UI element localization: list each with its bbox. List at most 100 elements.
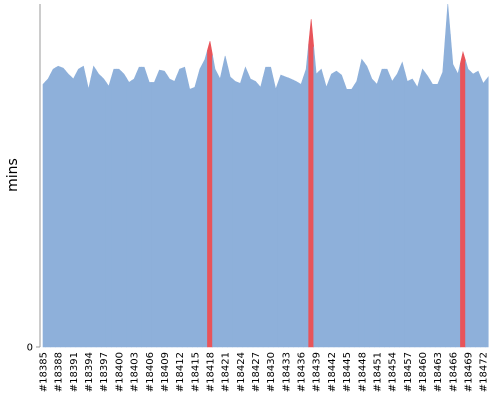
- area-segment: [460, 50, 466, 348]
- x-tick-label: #18436: [297, 352, 308, 392]
- area-segment: [207, 41, 213, 348]
- area-segment: [414, 78, 421, 348]
- area-segment: [318, 68, 325, 348]
- area-segment: [222, 55, 228, 348]
- area-segment: [348, 84, 355, 348]
- area-segment: [455, 62, 461, 348]
- x-tick-label: #18421: [221, 352, 232, 392]
- area-segment: [146, 74, 153, 348]
- x-tick-label: #18460: [418, 352, 429, 392]
- x-tick-label: #18406: [145, 352, 156, 392]
- x-tick-label: #18424: [236, 352, 247, 392]
- area-segment: [303, 44, 309, 348]
- x-tick-label: #18397: [99, 352, 110, 392]
- area-segment: [429, 79, 436, 348]
- x-tick-label: #18448: [357, 352, 368, 392]
- area-segment: [470, 70, 476, 348]
- area-segment: [379, 68, 385, 348]
- area-segment: [389, 75, 395, 348]
- area-segment: [227, 66, 234, 348]
- area-segment: [252, 79, 259, 348]
- area-segment: [364, 61, 370, 348]
- x-tick-label: #18427: [251, 352, 262, 392]
- x-tick-label: #18469: [464, 352, 475, 392]
- area-segment: [202, 50, 208, 348]
- x-tick-label: #18400: [114, 352, 125, 392]
- area-segment: [353, 70, 360, 348]
- area-segment: [277, 74, 284, 348]
- area-segment: [419, 68, 426, 348]
- area-segment: [212, 55, 218, 348]
- area-segment: [288, 77, 294, 348]
- x-tick-label: #18403: [130, 352, 141, 392]
- area-segment: [257, 77, 264, 348]
- area-segment: [272, 78, 279, 348]
- area-segment: [60, 66, 67, 348]
- y-tick-label: 0: [27, 343, 33, 354]
- area-segment: [439, 38, 446, 348]
- x-tick-label: #18388: [54, 352, 65, 392]
- area-segment: [105, 77, 112, 348]
- x-tick-label: #18394: [84, 352, 95, 392]
- area-segment: [394, 68, 401, 348]
- area-segment: [404, 71, 411, 348]
- area-segment: [465, 60, 471, 348]
- area-segment: [90, 65, 97, 348]
- area-segment: [80, 65, 87, 348]
- y-axis-label: mins: [5, 158, 21, 192]
- area-segment: [369, 72, 375, 348]
- area-segment: [328, 72, 335, 348]
- x-tick-label: #18442: [327, 352, 338, 392]
- area-segment: [424, 71, 431, 348]
- area-segment: [70, 73, 77, 348]
- area-segment: [475, 70, 481, 348]
- area-segment: [298, 76, 304, 348]
- x-tick-label: #18415: [190, 352, 201, 392]
- x-tick-label: #18439: [312, 352, 323, 392]
- area-segment: [151, 76, 158, 348]
- area-segment: [384, 68, 390, 348]
- area-segment: [131, 72, 137, 348]
- x-tick-label: #18451: [372, 352, 383, 392]
- area-segment: [338, 72, 345, 348]
- area-segment: [45, 73, 51, 348]
- area-segment: [283, 75, 289, 348]
- area-segment: [323, 78, 330, 348]
- area-segment: [176, 67, 183, 348]
- area-segment: [197, 64, 203, 348]
- area-segment: [156, 69, 163, 348]
- area-segment: [217, 67, 223, 348]
- area-segment: [161, 70, 168, 348]
- area-segment: [267, 66, 274, 348]
- area-segment: [75, 67, 82, 348]
- area-segment: [42, 80, 46, 348]
- area-segment: [308, 19, 315, 348]
- area-segment: [485, 76, 489, 348]
- x-tick-label: #18412: [175, 352, 186, 392]
- area-segment: [444, 3, 451, 348]
- area-segment: [166, 74, 173, 348]
- x-tick-label: #18430: [266, 352, 277, 392]
- area-segment: [95, 69, 102, 348]
- area-segment: [237, 75, 244, 348]
- area-segment: [399, 61, 406, 348]
- area-segment: [247, 72, 254, 348]
- area-segment: [171, 75, 178, 348]
- area-segment: [480, 77, 487, 348]
- area-segment: [242, 66, 249, 348]
- x-tick-label: #18391: [69, 352, 80, 392]
- area-segment: [343, 82, 350, 348]
- area-segment: [232, 78, 239, 348]
- x-tick-label: #18385: [39, 352, 50, 392]
- area-segment: [136, 66, 142, 348]
- area-segment: [121, 70, 127, 348]
- area-segment: [85, 77, 92, 348]
- area-segment: [100, 75, 107, 348]
- area-segment: [186, 78, 193, 348]
- area-segment: [313, 46, 320, 348]
- x-tick-label: #18466: [448, 352, 459, 392]
- x-tick-label: #18418: [205, 352, 216, 392]
- area-segment: [141, 66, 148, 348]
- area-segment: [434, 78, 441, 348]
